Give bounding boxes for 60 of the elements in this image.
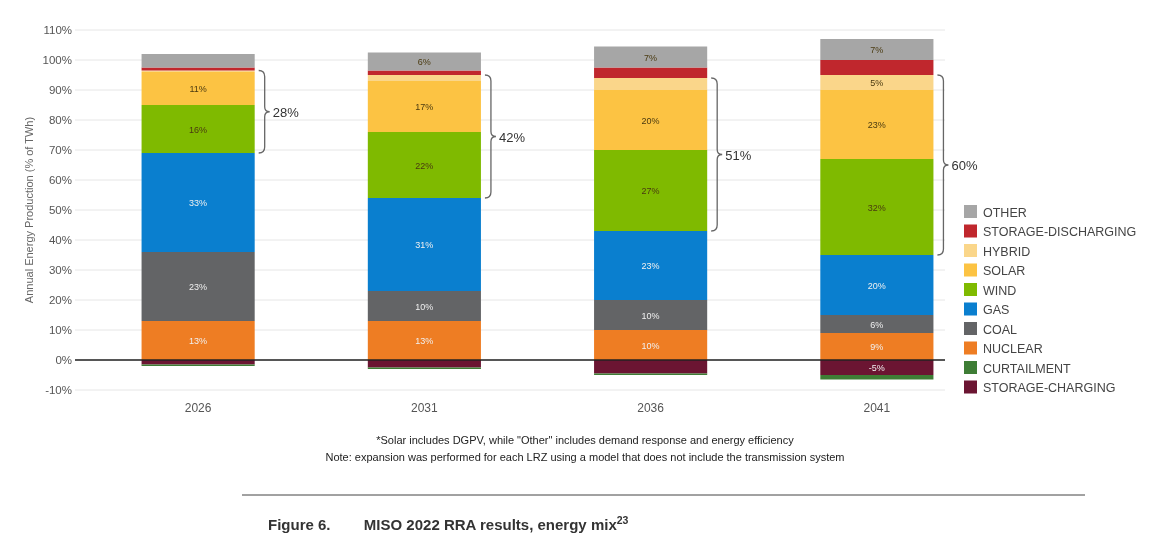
text: Note: expansion was performed for each LRZ using a model that does not include the transmission system (325, 451, 845, 463)
data-label: 31% (415, 240, 434, 250)
data-label: -5% (868, 363, 885, 373)
annotation: 28% (272, 104, 300, 120)
y-tick-label: 10% (48, 324, 72, 336)
y-tick-label: 30% (48, 264, 72, 276)
y-tick-label: 80% (48, 114, 72, 126)
data-label: 5% (870, 78, 884, 88)
annotation: 42% (498, 129, 526, 145)
x-tick-label: 2036 (637, 401, 665, 415)
annotation: 51% (725, 147, 752, 163)
data-label: 17% (415, 102, 434, 112)
data-label: 33% (189, 198, 208, 208)
data-label: 13% (189, 336, 208, 346)
y-tick-label: 20% (48, 294, 72, 306)
y-tick-label: 100% (42, 54, 72, 66)
data-label: 10% (415, 301, 434, 312)
x-tick-label: 2041 (863, 401, 891, 415)
data-label: 11% (189, 84, 207, 94)
legend-label: STORAGE-CHARGING (983, 381, 1116, 395)
y-tick-label: 40% (48, 234, 72, 246)
text: *Solar includes DGPV, while "Other" includes demand response and energy efficiency (376, 434, 795, 446)
data-label: 7% (870, 45, 884, 55)
data-label: 20% (867, 280, 886, 291)
y-tick-label: 110% (43, 24, 72, 36)
data-label: 27% (641, 186, 660, 196)
data-label: 9% (870, 342, 884, 352)
legend-label: NUCLEAR (983, 342, 1043, 356)
data-label: 6% (870, 319, 884, 330)
data-label: 23% (189, 282, 208, 292)
legend-label: CURTAILMENT (983, 361, 1072, 376)
data-label: 16% (189, 124, 208, 135)
legend-label: STORAGE-DISCHARGING (983, 225, 1137, 239)
y-tick-label: 0% (55, 354, 72, 366)
y-tick-label: 90% (48, 84, 72, 96)
data-label: 13% (415, 336, 434, 346)
y-tick-label: -10% (45, 384, 72, 396)
y-tick-label: 70% (48, 144, 72, 156)
data-label: 22% (415, 160, 434, 171)
text: Figure 6. MISO 2022 RRA results, energy mix$^{23}$ (268, 514, 629, 533)
data-label: 32% (867, 202, 886, 213)
text: 60% (951, 158, 978, 173)
legend-label: GAS (983, 303, 1010, 317)
data-label: 20% (641, 115, 660, 126)
y-axis-title: Annual Energy Production (% of TWh) (23, 116, 35, 304)
legend-label: SOLAR (983, 264, 1026, 278)
legend-label: HYBRID (983, 244, 1031, 259)
y-tick-label: 60% (48, 174, 72, 186)
data-label: 10% (641, 310, 660, 321)
legend-label: COAL (983, 322, 1018, 337)
data-label: 6% (417, 57, 431, 67)
legend-label: OTHER (983, 205, 1027, 220)
data-label: 23% (641, 261, 660, 271)
legend-label: WIND (983, 283, 1017, 298)
data-label: 10% (641, 340, 660, 351)
y-tick-label: 50% (48, 204, 72, 216)
data-label: 23% (867, 120, 886, 130)
x-tick-label: 2026 (184, 401, 212, 415)
data-label: 7% (644, 52, 658, 63)
x-tick-label: 2031 (411, 401, 439, 415)
